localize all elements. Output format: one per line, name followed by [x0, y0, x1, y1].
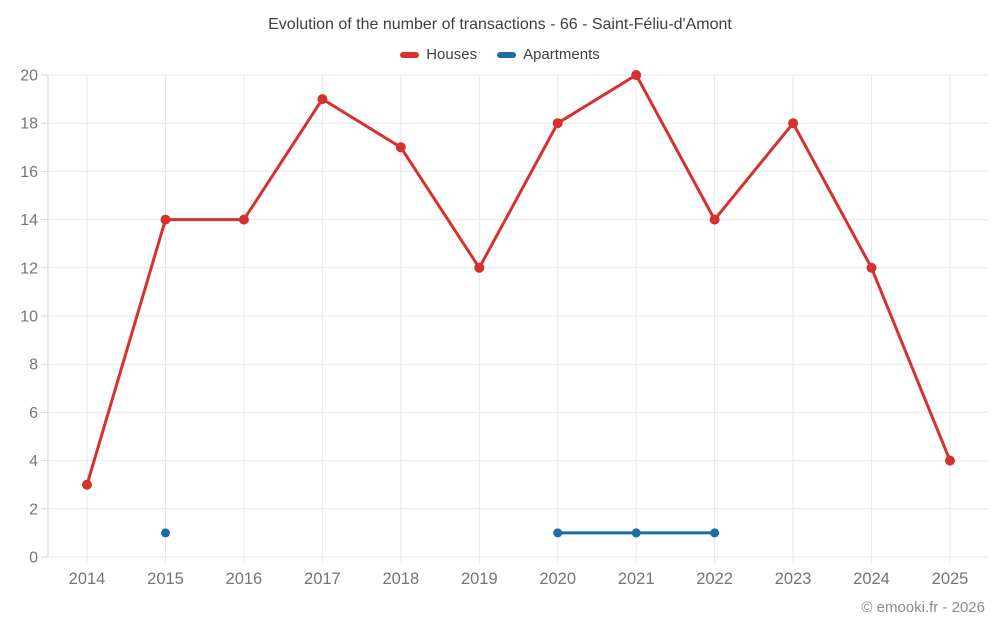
x-axis-label: 2020	[539, 570, 576, 588]
apartments-data-point	[161, 528, 170, 538]
houses-data-point	[945, 455, 955, 466]
x-axis-label: 2023	[775, 570, 812, 588]
houses-data-point	[317, 94, 328, 105]
houses-data-point	[395, 142, 406, 153]
apartments-data-point	[710, 528, 720, 538]
houses-data-point	[709, 214, 720, 225]
y-axis-label: 14	[20, 212, 38, 229]
x-axis-label: 2019	[461, 570, 498, 588]
houses-legend-swatch-icon	[400, 51, 420, 58]
houses-data-point	[82, 479, 92, 490]
x-axis-label: 2021	[618, 570, 655, 588]
y-axis-label: 8	[29, 357, 38, 374]
y-axis-label: 12	[20, 260, 38, 277]
y-axis-label: 18	[20, 116, 38, 133]
apartments-legend-swatch-icon	[497, 51, 517, 58]
x-axis-label: 2017	[304, 570, 341, 588]
chart-title: Evolution of the number of transactions …	[268, 16, 732, 33]
legend-item-apartments[interactable]: Apartments	[497, 46, 600, 63]
y-axis-label: 16	[20, 164, 38, 181]
x-axis-label: 2024	[853, 570, 890, 588]
y-axis-label: 6	[29, 405, 38, 422]
apartments-data-point	[631, 528, 641, 538]
x-axis-label: 2018	[382, 570, 419, 588]
x-axis-label: 2016	[226, 570, 263, 588]
houses-data-point	[474, 262, 485, 273]
houses-data-point	[631, 70, 642, 80]
apartments-data-point	[553, 528, 563, 538]
attribution-footer: © emooki.fr - 2026	[861, 599, 985, 616]
y-axis-label: 2	[29, 501, 38, 518]
houses-data-point	[552, 118, 563, 129]
houses-data-point	[238, 214, 249, 225]
x-axis-label: 2014	[69, 570, 106, 588]
y-axis-label: 20	[20, 68, 38, 85]
legend-label-houses: Houses	[426, 46, 478, 63]
chart-legend: Houses Apartments	[0, 46, 1000, 63]
houses-data-point	[788, 118, 799, 129]
x-axis-label: 2022	[696, 570, 733, 588]
legend-label-apartments: Apartments	[523, 46, 600, 63]
houses-series-line	[85, 73, 952, 487]
houses-data-point	[866, 262, 877, 273]
houses-data-point	[160, 214, 171, 225]
y-axis-label: 4	[29, 453, 38, 470]
y-axis-label: 0	[29, 550, 38, 567]
x-axis-label: 2025	[932, 570, 969, 588]
y-axis-label: 10	[20, 309, 38, 326]
legend-item-houses[interactable]: Houses	[400, 46, 477, 63]
x-axis-label: 2015	[147, 570, 184, 588]
